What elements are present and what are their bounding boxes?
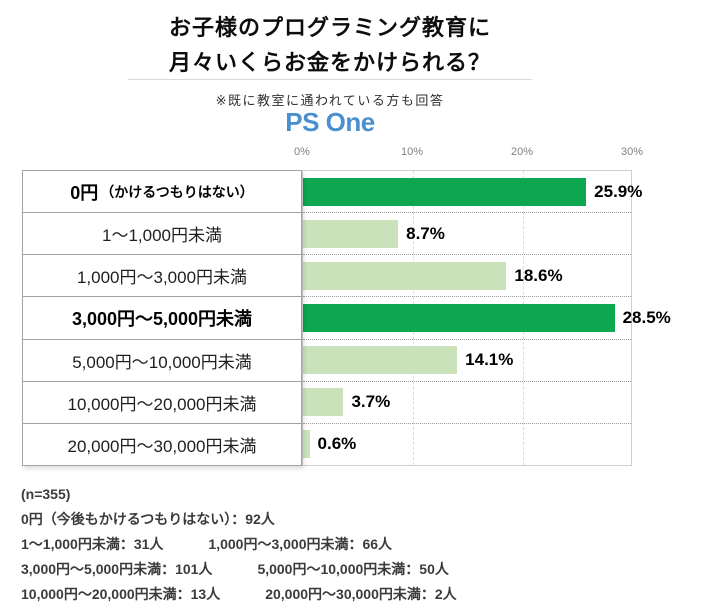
x-axis: 0% 10% 20% 30% [0, 146, 702, 160]
sample-size: (n=355) [21, 482, 457, 507]
category-table: 0円 （かけるつもりはない） 1～1,000円未満 1,000円～3,000円未満… [22, 170, 302, 466]
bar [303, 430, 310, 459]
category-label: 1,000円～3,000円未満 [76, 268, 248, 288]
plot-area: 25.9% 8.7% 18.6% 28.5% 14.1% 3.7% [302, 170, 671, 466]
bar [303, 346, 458, 375]
footnote-item: 1～1,000円未満：31人 [21, 536, 164, 552]
category-label: 5,000円～10,000円未満 [72, 352, 252, 372]
footnote-line: 3,000円～5,000円未満：101人 5,000円～10,000円未満：50… [21, 557, 457, 582]
category-label: 0円 [70, 182, 99, 203]
category-label: 20,000円～30,000円未満 [67, 436, 257, 456]
bar [303, 388, 344, 417]
footnote-line: 10,000円～20,000円未満：13人 20,000円～30,000円未満：… [21, 582, 457, 607]
footnote-line: 0円（今後もかけるつもりはない）：92人 [21, 507, 457, 532]
category-label: 1～1,000円未満 [102, 226, 222, 246]
bar-row: 8.7% [303, 213, 631, 256]
footnote-item: 20,000円～30,000円未満：2人 [265, 586, 457, 602]
bar [303, 219, 399, 248]
bar [303, 303, 615, 332]
survey-note: ※既に教室に通われている方も回答 [215, 93, 445, 108]
category-row: 1,000円～3,000円未満 [23, 255, 301, 298]
footnote-item: 3,000円～5,000円未満：101人 [21, 561, 213, 577]
category-row: 1～1,000円未満 [23, 213, 301, 256]
bar-value-label: 18.6% [514, 265, 563, 285]
bar-value-label: 3.7% [351, 392, 391, 412]
bar-row: 28.5% [303, 297, 671, 340]
chart-title: お子様のプログラミング教育に 月々いくらお金をかけられる？ [0, 10, 660, 80]
category-row: 5,000円～10,000円未満 [23, 340, 301, 382]
bar [303, 261, 507, 290]
bar-value-label: 0.6% [317, 434, 357, 454]
x-tick-20: 20% [510, 146, 534, 158]
category-label: 3,000円～5,000円未満 [71, 308, 253, 329]
bar-row: 3.7% [303, 382, 631, 424]
footnote-item: 10,000円～20,000円未満：13人 [21, 586, 221, 602]
x-tick-30: 30% [620, 146, 644, 158]
bar-row: 0.6% [303, 424, 631, 465]
x-tick-0: 0% [294, 146, 310, 158]
x-tick-10: 10% [400, 146, 424, 158]
category-row: 0円 （かけるつもりはない） [23, 171, 301, 214]
bar [303, 177, 587, 206]
footnote-line: 1～1,000円未満：31人 1,000円～3,000円未満：66人 [21, 532, 457, 557]
chart-title-line1: お子様のプログラミング教育に [168, 15, 491, 40]
sample-size-text: (n=355) [21, 486, 71, 502]
title-divider [128, 79, 532, 80]
bar-row: 18.6% [303, 255, 631, 298]
category-label: 10,000円～20,000円未満 [67, 394, 257, 414]
chart-title-line2: 月々いくらお金をかけられる？ [168, 50, 491, 75]
category-row: 20,000円～30,000円未満 [23, 424, 301, 465]
bar-value-label: 8.7% [406, 223, 445, 243]
bar-row: 25.9% [303, 171, 642, 214]
category-row: 10,000円～20,000円未満 [23, 382, 301, 424]
footnote-item: 5,000円～10,000円未満：50人 [257, 561, 449, 577]
bar-rows: 25.9% 8.7% 18.6% 28.5% 14.1% 3.7% [303, 171, 671, 465]
category-row: 3,000円～5,000円未満 [23, 297, 301, 340]
bar-value-label: 25.9% [594, 181, 643, 201]
bar-value-label: 14.1% [465, 350, 514, 370]
footnote: (n=355) 0円（今後もかけるつもりはない）：92人 1～1,000円未満：… [21, 482, 457, 607]
brand-logo: PS One [285, 107, 375, 137]
footnote-item: 1,000円～3,000円未満：66人 [208, 536, 393, 552]
category-label-suffix: （かけるつもりはない） [100, 183, 254, 200]
footnote-item: 0円（今後もかけるつもりはない）：92人 [21, 511, 275, 527]
bar-value-label: 28.5% [622, 307, 671, 327]
bar-row: 14.1% [303, 340, 631, 382]
